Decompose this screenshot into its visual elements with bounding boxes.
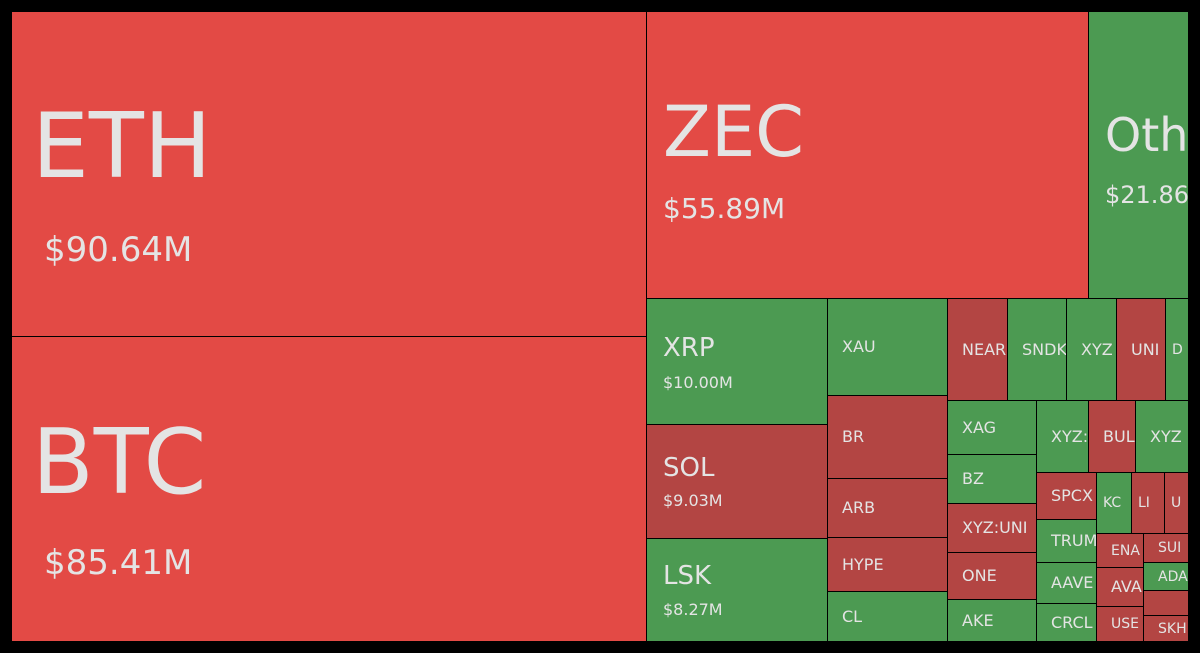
tile: XAG — [948, 401, 1036, 454]
tile: ETH $90.64M — [12, 12, 646, 336]
tile: XYZ:UNI — [948, 504, 1036, 552]
tile: Oth $21.86 — [1089, 12, 1188, 298]
tile: XYZ — [1136, 401, 1188, 472]
tile-label: BZ — [962, 469, 984, 488]
tile: XRP $10.00M — [647, 299, 827, 424]
tile-value: $9.03M — [663, 491, 723, 510]
tile: SPCX — [1037, 473, 1096, 519]
tile-label: BTC — [32, 410, 207, 515]
tile-label: ARB — [842, 498, 876, 517]
tile: BTC $85.41M — [12, 337, 646, 641]
tile: SKH — [1144, 616, 1188, 641]
tile: SOL $9.03M — [647, 425, 827, 538]
tile: TRUM — [1037, 520, 1096, 562]
tile-label: LSK — [663, 561, 712, 591]
tile: D — [1166, 299, 1188, 400]
tile: LSK $8.27M — [647, 539, 827, 641]
tile: KC — [1097, 473, 1131, 533]
tile-label: AVA — [1111, 577, 1142, 596]
tile-value: $55.89M — [663, 192, 786, 225]
tile: BUL — [1089, 401, 1135, 472]
tile-label: BR — [842, 427, 865, 446]
tile-label: ENA — [1111, 542, 1140, 559]
tile-label: TRUM — [1051, 531, 1096, 550]
tile: AKE — [948, 600, 1036, 641]
tile: CRCL — [1037, 604, 1096, 641]
tile-label: SNDK — [1022, 339, 1066, 359]
tile-label: SUI — [1158, 540, 1182, 556]
tile-label: UNI — [1131, 339, 1160, 359]
tile: SNDK — [1008, 299, 1066, 400]
tile-label: LI — [1138, 495, 1150, 511]
tile: HYPE — [828, 538, 947, 591]
tile-label: SPCX — [1051, 486, 1093, 505]
tile-label: ADA — [1158, 568, 1188, 585]
tile-label: ZEC — [663, 91, 805, 173]
tile-label: XAG — [962, 417, 997, 437]
tile: ONE — [948, 553, 1036, 599]
tile: SUI — [1144, 534, 1188, 562]
tile: AVA — [1097, 568, 1143, 606]
tile: XAU — [828, 299, 947, 395]
tile: ARB — [828, 479, 947, 537]
tile-label: CRCL — [1051, 612, 1093, 632]
tile-label: ETH — [32, 94, 212, 199]
tile-label: HYPE — [842, 554, 884, 574]
tile-label: XYZ — [1081, 339, 1113, 359]
tile-label: Oth — [1105, 108, 1188, 162]
tile: ADA — [1144, 563, 1188, 590]
tile-label: XYZ:UNI — [962, 518, 1028, 537]
tile-label: XYZ — [1150, 426, 1182, 446]
tile-label: XAU — [842, 337, 876, 356]
tile: ENA — [1097, 534, 1143, 567]
tile: LI — [1132, 473, 1164, 533]
tile-label: XRP — [663, 333, 715, 363]
tile: NEAR — [948, 299, 1007, 400]
tile-label: D — [1172, 341, 1183, 358]
tile-value: $8.27M — [663, 600, 723, 619]
tile-label: AAVE — [1051, 573, 1094, 592]
tile-label: NEAR — [962, 339, 1007, 359]
tile — [1144, 591, 1188, 615]
tile-value: $85.41M — [44, 543, 193, 583]
tile: XYZ — [1067, 299, 1116, 400]
tile: AAVE — [1037, 563, 1096, 603]
tile-label: ONE — [962, 566, 997, 585]
tile: USE — [1097, 607, 1143, 641]
tile: U — [1165, 473, 1188, 533]
tile-label: SOL — [663, 453, 715, 483]
tile: ZEC $55.89M — [647, 12, 1088, 298]
tile-label: KC — [1103, 495, 1122, 511]
tile: UNI — [1117, 299, 1165, 400]
tile-label: USE — [1111, 616, 1139, 632]
tile-value: $90.64M — [44, 230, 193, 270]
tile-label: AKE — [962, 610, 994, 630]
tile: XYZ: — [1037, 401, 1088, 472]
tile-label: BUL — [1103, 426, 1135, 446]
tile-label: XYZ: — [1051, 426, 1088, 446]
tile: BR — [828, 396, 947, 478]
tile-label: U — [1171, 495, 1182, 511]
tile: CL — [828, 592, 947, 641]
tile-label: CL — [842, 606, 863, 626]
tile-label: SKH — [1158, 620, 1187, 637]
tile-value: $10.00M — [663, 373, 733, 392]
tile: BZ — [948, 455, 1036, 503]
tile-value: $21.86 — [1105, 181, 1188, 209]
